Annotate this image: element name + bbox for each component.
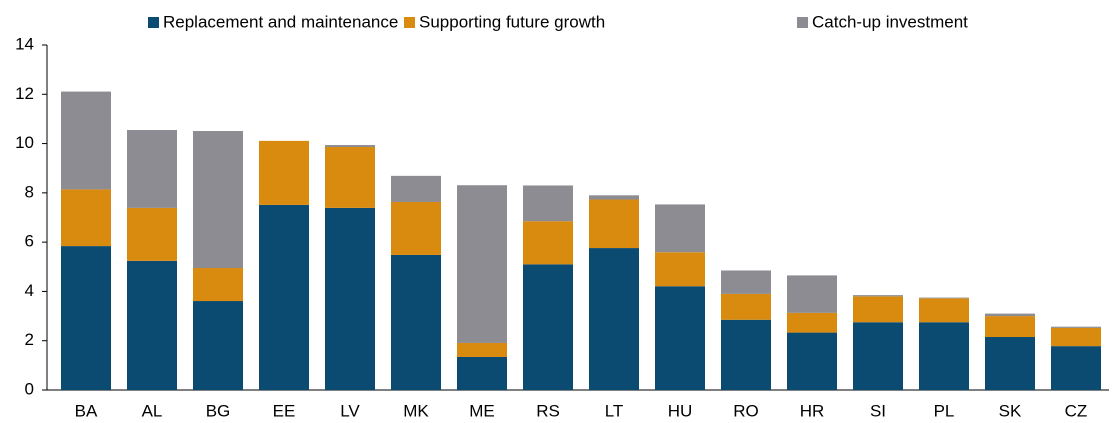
y-tick-label: 10 [15,133,34,152]
x-tick-label: EE [273,401,296,420]
bar-segment [61,91,111,190]
bar-segment [325,145,375,148]
bar-segment [457,185,507,343]
bar-segment [523,221,573,265]
x-tick-label: MK [403,401,429,420]
bar-segment [589,248,639,390]
bar-segment [523,264,573,390]
bar-segment [325,147,375,208]
x-tick-label: SI [870,401,886,420]
x-tick-label: BG [206,401,231,420]
x-tick-label: CZ [1065,401,1088,420]
bar-segment [787,332,837,390]
bar-segment [985,313,1035,317]
bar-segment [721,270,771,294]
bar-segment [589,199,639,249]
x-tick-label: LT [605,401,624,420]
legend-label: Replacement and maintenance [163,12,398,31]
x-tick-label: PL [934,401,955,420]
y-tick-label: 12 [15,84,34,103]
bar-segment [1051,346,1101,390]
legend-label: Supporting future growth [419,12,605,31]
bar-segment [919,322,969,390]
legend-swatch [797,17,808,28]
x-tick-label: ME [469,401,495,420]
legend-swatch [148,17,159,28]
bar-segment [787,275,837,313]
bar-segment [391,201,441,255]
x-tick-label: SK [999,401,1022,420]
x-tick-label: BA [75,401,98,420]
bar-segment [457,342,507,357]
bar-segment [523,185,573,222]
bar-segment [787,312,837,333]
bar-segment [655,286,705,390]
bar-segment [259,204,309,390]
y-tick-label: 4 [25,281,34,300]
bar-segment [985,337,1035,390]
bar-segment [61,189,111,247]
x-tick-label: AL [142,401,163,420]
bar-segment [61,246,111,390]
x-tick-label: RS [536,401,560,420]
x-tick-label: RO [733,401,759,420]
bar-segment [457,356,507,390]
x-tick-label: HU [668,401,693,420]
bar-segment [391,175,441,202]
legend-swatch [404,17,415,28]
bar-segment [721,319,771,390]
x-tick-label: HR [800,401,825,420]
bar-segment [919,297,969,299]
bar-segment [325,207,375,390]
bar-segment [127,207,177,261]
bar-segment [853,296,903,323]
x-tick-label: LV [340,401,360,420]
bar-segment [985,316,1035,338]
bar-segment [127,260,177,390]
y-tick-label: 8 [25,182,34,201]
bar-segment [589,195,639,200]
bar-segment [853,322,903,390]
legend-label: Catch-up investment [812,12,968,31]
bar-segment [919,298,969,323]
bar-segment [1051,327,1101,347]
bar-segment [391,254,441,390]
y-tick-label: 14 [15,34,34,53]
bar-segment [193,301,243,390]
bar-segment [127,130,177,208]
y-tick-label: 0 [25,379,34,398]
bar-segment [853,295,903,297]
bar-segment [655,252,705,287]
bar-segment [193,131,243,269]
bar-segment [1051,326,1101,328]
y-tick-label: 2 [25,330,34,349]
bar-segment [721,293,771,320]
bar-segment [193,268,243,302]
y-tick-label: 6 [25,232,34,251]
bar-segment [655,204,705,253]
bar-segment [259,140,309,205]
